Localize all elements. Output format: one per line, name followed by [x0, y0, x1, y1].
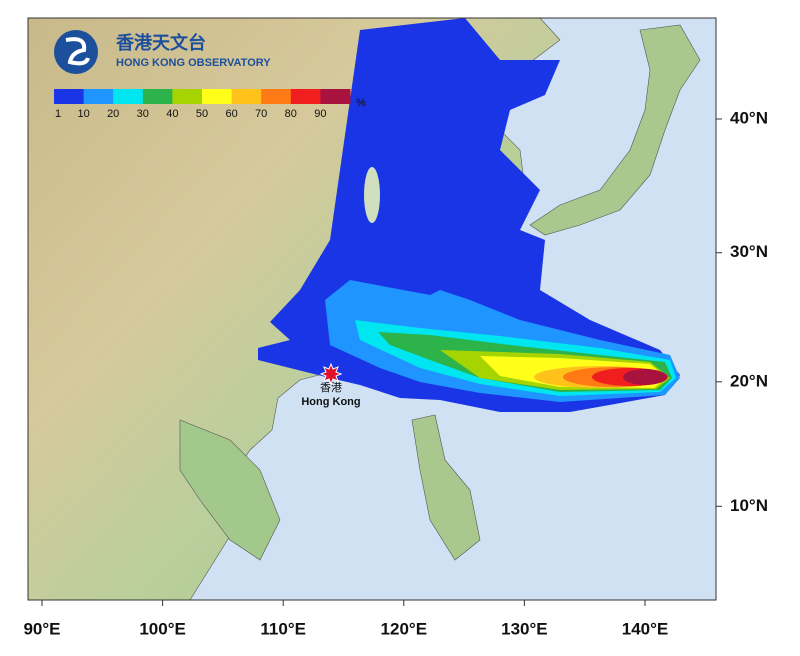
logo: 香港天文台 HONG KONG OBSERVATORY	[54, 30, 271, 74]
legend-swatch	[142, 89, 173, 104]
map: 香港 Hong Kong	[28, 18, 716, 600]
logo-swirl	[65, 37, 90, 66]
logo-name-en: HONG KONG OBSERVATORY	[116, 57, 271, 69]
legend-swatch	[290, 89, 321, 104]
legend-label: 70	[255, 108, 267, 120]
legend-swatch	[172, 89, 203, 104]
lat-label: 10°N	[730, 496, 768, 515]
hong-kong-marker	[319, 362, 343, 386]
philippines	[411, 414, 481, 561]
indochina	[179, 419, 281, 561]
legend-label: 60	[225, 108, 237, 120]
map-frame	[27, 17, 717, 601]
legend-swatch	[113, 89, 144, 104]
legend-label: 90	[314, 108, 326, 120]
legend-label: 40	[166, 108, 178, 120]
legend-swatch	[231, 89, 262, 104]
lon-label: 140°E	[622, 619, 669, 638]
legend-unit: %	[356, 97, 366, 109]
gap	[364, 167, 380, 223]
axes: 90°E 100°E 110°E 120°E 130°E 140°E 40°N 30°N 20°…	[23, 108, 768, 638]
legend-swatch	[320, 89, 351, 104]
legend-swatch	[202, 89, 233, 104]
legend-label: 30	[137, 108, 149, 120]
legend: 1 10 20 30 40 50 60 70 80 90%	[54, 89, 366, 120]
legend-label: 1	[55, 108, 61, 120]
logo-name-zh: 香港天文台	[115, 32, 206, 53]
lon-label: 120°E	[381, 619, 428, 638]
marker-label-en: Hong Kong	[301, 396, 360, 408]
marker-label-zh: 香港	[320, 381, 342, 394]
legend-label: 20	[107, 108, 119, 120]
lat-label: 40°N	[730, 108, 768, 127]
lon-label: 110°E	[260, 619, 306, 638]
legend-label: 80	[285, 108, 297, 120]
japan	[529, 24, 701, 236]
legend-label: 50	[196, 108, 208, 120]
legend-swatch	[83, 89, 114, 104]
lon-label: 100°E	[139, 619, 186, 638]
legend-label: 10	[77, 108, 89, 120]
lon-label: 90°E	[23, 619, 60, 638]
legend-swatch	[261, 89, 292, 104]
lat-label: 20°N	[730, 371, 768, 390]
lon-label: 130°E	[501, 619, 548, 638]
probability-zone	[623, 369, 667, 385]
legend-swatch	[54, 89, 85, 104]
lat-label: 30°N	[730, 242, 768, 261]
